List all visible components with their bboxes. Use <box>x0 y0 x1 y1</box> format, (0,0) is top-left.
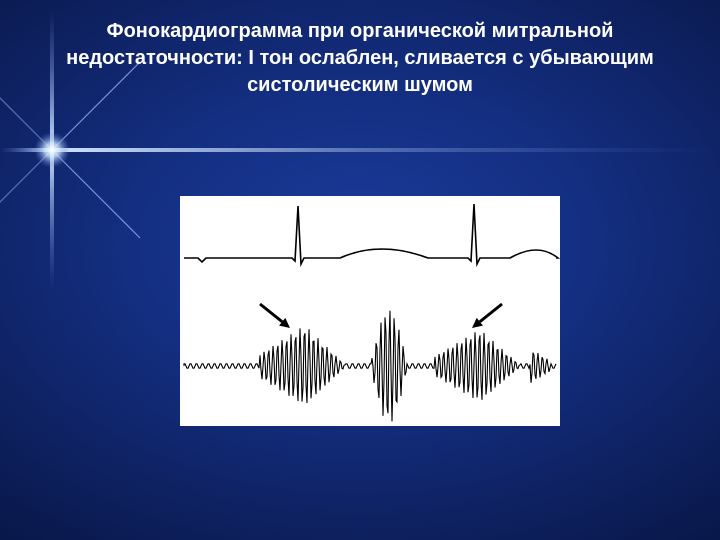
arrow-1 <box>260 304 282 322</box>
slide-title: Фонокардиограмма при органической митрал… <box>60 18 660 99</box>
phonocardiogram-svg <box>180 196 560 426</box>
slide-background: Фонокардиограмма при органической митрал… <box>0 0 720 540</box>
arrow-2 <box>480 304 502 322</box>
pcg-trace <box>184 311 556 422</box>
ecg-trace <box>184 204 558 264</box>
phonocardiogram-figure <box>180 196 560 426</box>
